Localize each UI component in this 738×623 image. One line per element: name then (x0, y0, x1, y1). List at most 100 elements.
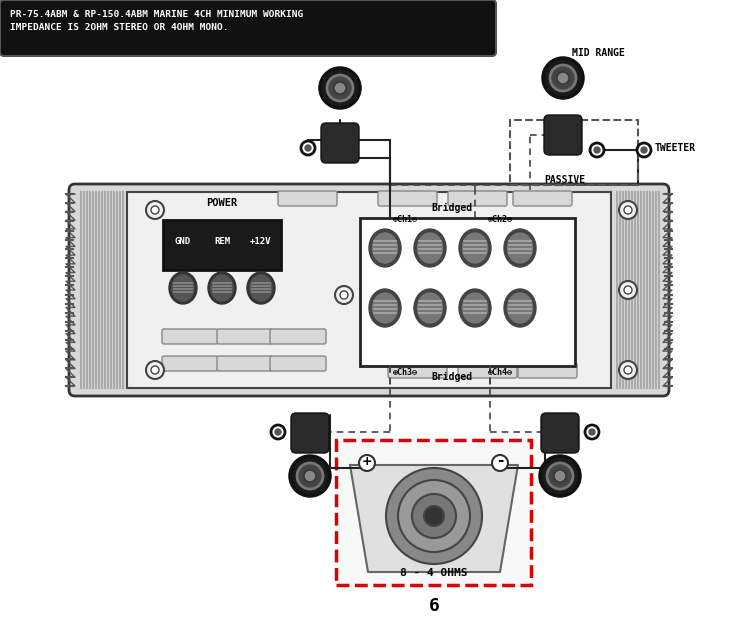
FancyBboxPatch shape (378, 191, 437, 206)
Circle shape (624, 286, 632, 294)
Text: POWER: POWER (207, 198, 238, 208)
Circle shape (550, 65, 576, 91)
FancyBboxPatch shape (270, 329, 326, 344)
Ellipse shape (508, 233, 533, 263)
Ellipse shape (418, 293, 443, 323)
FancyBboxPatch shape (278, 191, 337, 206)
Circle shape (594, 147, 600, 153)
Bar (163, 220, 281, 270)
Circle shape (301, 141, 315, 155)
Text: ⊕Ch3⊖: ⊕Ch3⊖ (393, 368, 418, 377)
Ellipse shape (459, 229, 491, 267)
Circle shape (320, 68, 360, 108)
FancyBboxPatch shape (162, 356, 218, 371)
FancyBboxPatch shape (448, 191, 507, 206)
Circle shape (637, 143, 651, 157)
Text: 8 - 4 OHMS: 8 - 4 OHMS (400, 568, 468, 578)
Circle shape (547, 463, 573, 489)
Ellipse shape (459, 289, 491, 327)
Circle shape (641, 147, 647, 153)
Text: +12V: +12V (250, 237, 272, 246)
Ellipse shape (211, 275, 233, 301)
Circle shape (327, 75, 353, 101)
Circle shape (335, 286, 353, 304)
Circle shape (146, 201, 164, 219)
FancyBboxPatch shape (0, 0, 496, 56)
FancyBboxPatch shape (541, 413, 579, 453)
FancyBboxPatch shape (162, 329, 218, 344)
Ellipse shape (414, 289, 446, 327)
Text: REM: REM (214, 237, 230, 246)
Circle shape (304, 470, 316, 482)
Circle shape (305, 145, 311, 151)
Circle shape (297, 463, 323, 489)
Circle shape (359, 455, 375, 471)
Ellipse shape (504, 229, 536, 267)
Ellipse shape (369, 289, 401, 327)
Ellipse shape (373, 293, 398, 323)
FancyBboxPatch shape (518, 363, 577, 378)
Ellipse shape (169, 272, 197, 304)
Circle shape (540, 456, 580, 496)
Circle shape (151, 206, 159, 214)
Circle shape (386, 468, 482, 564)
Circle shape (624, 206, 632, 214)
Ellipse shape (172, 275, 194, 301)
Polygon shape (350, 465, 518, 572)
Circle shape (589, 429, 595, 435)
Ellipse shape (414, 229, 446, 267)
Circle shape (619, 201, 637, 219)
Circle shape (619, 281, 637, 299)
Ellipse shape (463, 293, 488, 323)
Circle shape (275, 429, 281, 435)
Text: Bridged: Bridged (432, 203, 472, 213)
Text: ⊕Ch4⊖: ⊕Ch4⊖ (488, 368, 512, 377)
Circle shape (334, 82, 346, 94)
Ellipse shape (250, 275, 272, 301)
Circle shape (340, 291, 348, 299)
Ellipse shape (373, 233, 398, 263)
Text: +: + (362, 455, 372, 468)
Circle shape (554, 470, 566, 482)
Circle shape (290, 456, 330, 496)
Circle shape (271, 425, 285, 439)
FancyBboxPatch shape (217, 356, 273, 371)
FancyBboxPatch shape (270, 356, 326, 371)
FancyBboxPatch shape (69, 184, 669, 396)
Text: PR-75.4ABM & RP-150.4ABM MARINE 4CH MINIMUM WORKING
IMPEDANCE IS 2OHM STEREO OR : PR-75.4ABM & RP-150.4ABM MARINE 4CH MINI… (10, 10, 303, 32)
FancyBboxPatch shape (388, 363, 447, 378)
Text: -: - (497, 453, 503, 468)
Bar (360, 218, 575, 366)
Circle shape (590, 143, 604, 157)
Text: Bridged: Bridged (432, 372, 472, 382)
Ellipse shape (369, 229, 401, 267)
Circle shape (412, 494, 456, 538)
Circle shape (619, 361, 637, 379)
Ellipse shape (504, 289, 536, 327)
Text: ⊕Ch1⊖: ⊕Ch1⊖ (393, 215, 418, 224)
Text: TWEETER: TWEETER (655, 143, 696, 153)
Circle shape (557, 72, 569, 84)
Circle shape (146, 361, 164, 379)
Ellipse shape (508, 293, 533, 323)
Text: MID RANGE: MID RANGE (571, 48, 624, 58)
Text: PASSIVE: PASSIVE (545, 175, 585, 185)
Circle shape (585, 425, 599, 439)
Circle shape (398, 480, 470, 552)
Bar (510, 120, 638, 185)
Ellipse shape (418, 233, 443, 263)
FancyBboxPatch shape (458, 363, 517, 378)
Bar (336, 440, 531, 585)
Text: GND: GND (175, 237, 191, 246)
Bar (127, 192, 611, 388)
Ellipse shape (247, 272, 275, 304)
FancyBboxPatch shape (544, 115, 582, 155)
Circle shape (424, 506, 444, 526)
FancyBboxPatch shape (321, 123, 359, 163)
FancyBboxPatch shape (513, 191, 572, 206)
Circle shape (543, 58, 583, 98)
Ellipse shape (463, 233, 488, 263)
Circle shape (624, 366, 632, 374)
FancyBboxPatch shape (217, 329, 273, 344)
Text: ⊕Ch2⊖: ⊕Ch2⊖ (488, 215, 512, 224)
